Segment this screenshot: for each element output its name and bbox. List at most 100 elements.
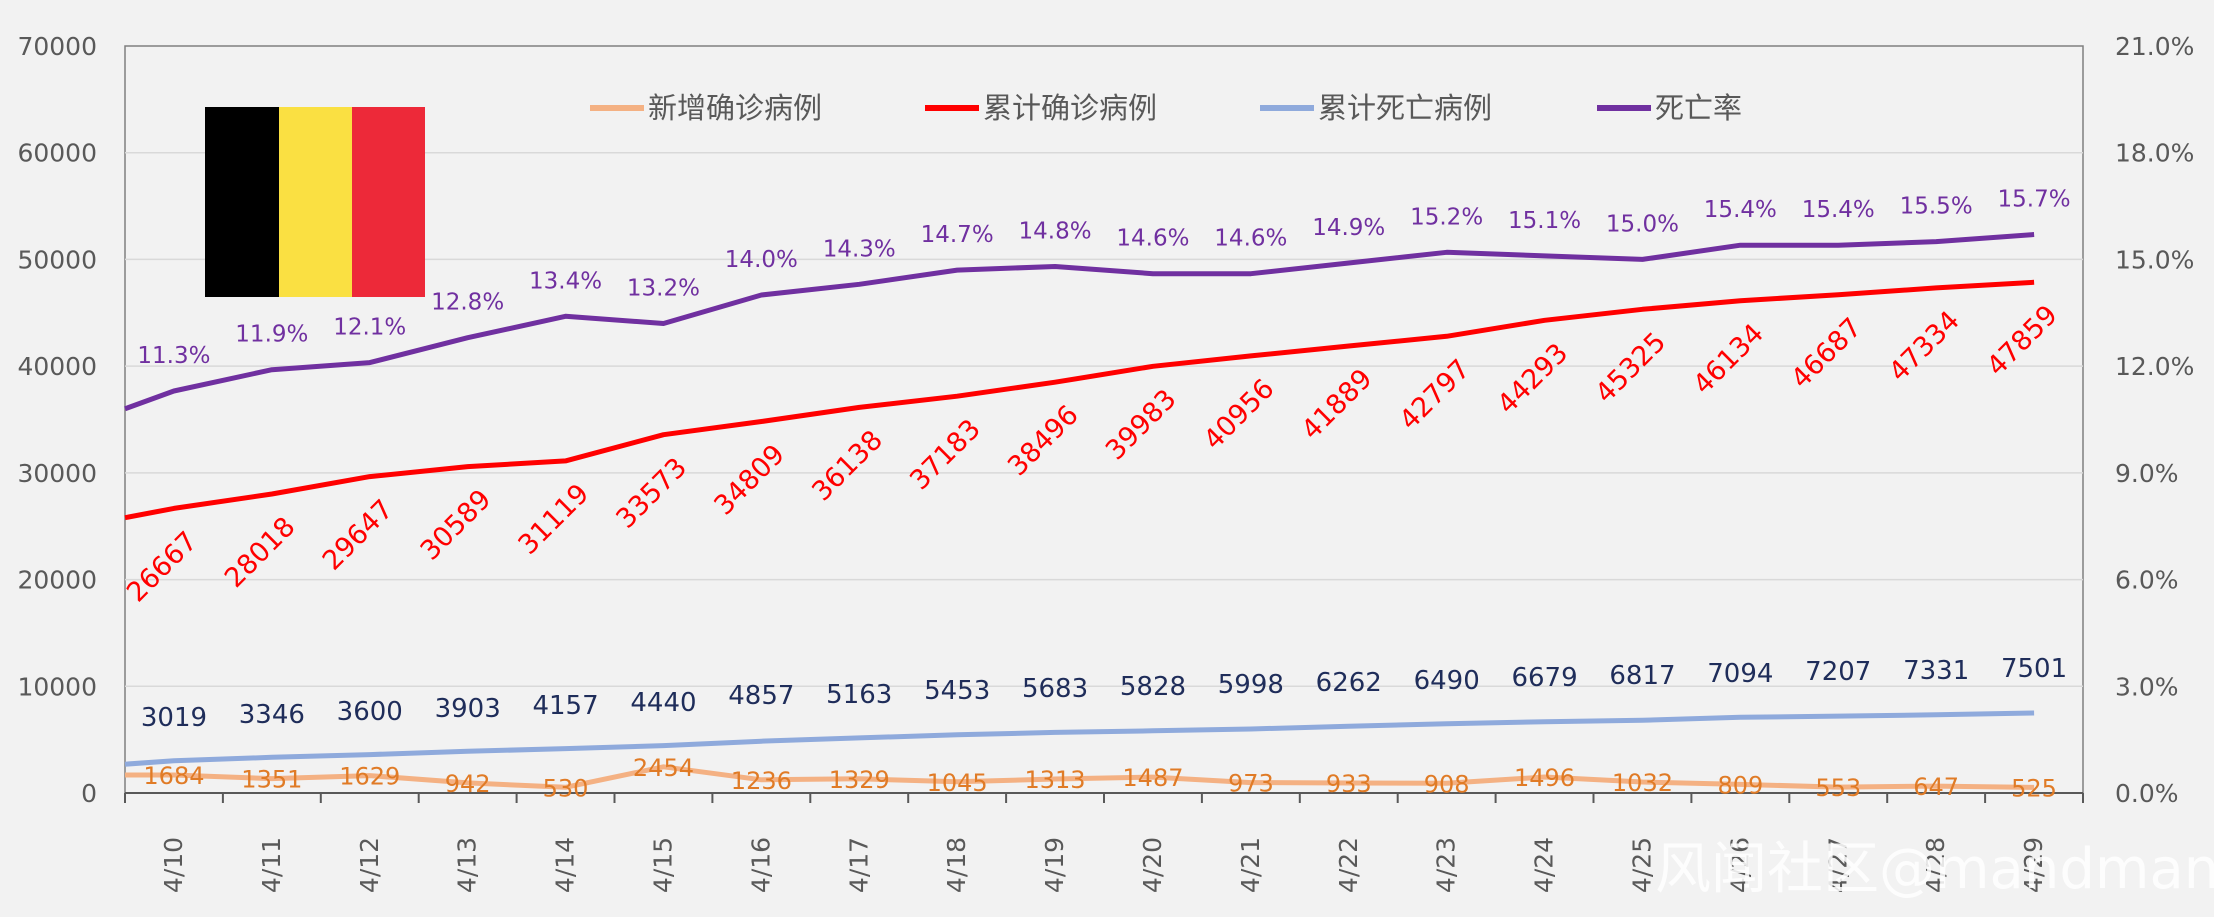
right-tick-label: 0.0% <box>2115 779 2179 808</box>
series-lines <box>124 232 2035 790</box>
death-rate-data-label: 14.7% <box>921 222 994 248</box>
right-tick-label: 15.0% <box>2115 245 2194 274</box>
flag-stripe-black <box>205 107 279 297</box>
death-rate-data-label: 11.9% <box>235 322 308 348</box>
deaths-data-label: 7094 <box>1707 659 1773 689</box>
deaths-data-label: 3346 <box>239 700 305 730</box>
x-tick-label: 4/28 <box>1921 837 1950 893</box>
x-tick-label: 4/16 <box>746 837 775 893</box>
death-rate-data-label: 12.1% <box>333 315 406 341</box>
new-cases-data-label: 1236 <box>731 767 792 795</box>
deaths-data-label: 4440 <box>630 688 696 718</box>
series-line-0 <box>125 764 2035 790</box>
x-tick-label: 4/17 <box>844 837 873 893</box>
new-cases-data-label: 1045 <box>927 769 988 797</box>
new-cases-data-label: 1496 <box>1514 764 1575 792</box>
series-line-1 <box>124 279 2035 521</box>
death-rate-data-label: 13.2% <box>627 275 700 301</box>
death-rate-data-label: 15.5% <box>1900 194 1973 220</box>
new-cases-data-label: 1684 <box>143 762 204 790</box>
x-axis: 4/10 4/11 4/12 4/13 4/14 4/15 4/16 4/17 4/18 4/19… <box>124 792 2084 893</box>
x-tick-label: 4/25 <box>1627 837 1656 893</box>
deaths-data-label: 7501 <box>2001 654 2067 684</box>
deaths-data-label: 5828 <box>1120 672 1186 702</box>
deaths-data-label: 7331 <box>1903 656 1969 686</box>
deaths-data-label: 6262 <box>1316 668 1382 698</box>
x-tick-label: 4/19 <box>1040 837 1069 893</box>
belgium-flag <box>205 107 425 297</box>
right-tick-label: 9.0% <box>2115 459 2179 488</box>
new-cases-data-label: 1629 <box>339 763 400 791</box>
left-tick-label: 70000 <box>17 32 97 61</box>
new-cases-data-label: 908 <box>1424 770 1470 798</box>
death-rate-data-label: 15.7% <box>1998 187 2071 213</box>
legend-label: 累计确诊病例 <box>983 91 1157 125</box>
deaths-data-label: 3903 <box>435 694 501 724</box>
x-tick-label: 4/29 <box>2019 837 2048 893</box>
deaths-data-label: 4157 <box>532 691 598 721</box>
death-rate-data-label: 15.0% <box>1606 211 1679 237</box>
death-rate-data-label: 14.0% <box>725 247 798 273</box>
death-rate-data-label: 15.2% <box>1410 204 1483 230</box>
death-rate-data-label: 15.1% <box>1508 208 1581 234</box>
x-tick-label: 4/26 <box>1725 837 1754 893</box>
deaths-data-label: 6679 <box>1511 663 1577 693</box>
new-cases-data-label: 525 <box>2011 774 2057 802</box>
deaths-data-label: 3019 <box>141 703 207 733</box>
x-tick-label: 4/23 <box>1432 837 1461 893</box>
death-rate-data-label: 15.4% <box>1802 197 1875 223</box>
right-tick-label: 6.0% <box>2115 566 2179 595</box>
flag-stripe-yellow <box>279 107 352 297</box>
left-tick-label: 0 <box>81 779 97 808</box>
x-tick-label: 4/11 <box>257 837 286 893</box>
gridlines <box>125 151 2083 688</box>
deaths-data-label: 4857 <box>728 681 794 711</box>
x-tick-label: 4/22 <box>1334 837 1363 893</box>
x-tick-label: 4/14 <box>551 837 580 893</box>
legend-label: 死亡率 <box>1655 91 1742 125</box>
new-cases-data-label: 942 <box>445 770 491 798</box>
plot-area <box>124 45 2084 794</box>
left-tick-label: 40000 <box>17 352 97 381</box>
x-tick-label: 4/21 <box>1236 837 1265 893</box>
left-tick-label: 60000 <box>17 139 97 168</box>
x-tick-label: 4/27 <box>1823 837 1852 893</box>
new-cases-data-label: 2454 <box>633 754 694 782</box>
new-cases-data-label: 553 <box>1815 774 1861 802</box>
new-cases-data-label: 973 <box>1228 770 1274 798</box>
left-axis: 0 10000 20000 30000 40000 50000 60000 70000 <box>17 32 97 808</box>
new-cases-data-label: 530 <box>543 774 589 802</box>
deaths-data-label: 7207 <box>1805 657 1871 687</box>
left-tick-label: 20000 <box>17 566 97 595</box>
legend-label: 新增确诊病例 <box>648 91 822 125</box>
left-tick-label: 10000 <box>17 672 97 701</box>
death-rate-data-label: 13.4% <box>529 268 602 294</box>
x-tick-label: 4/18 <box>942 837 971 893</box>
series-line-2 <box>124 710 2035 767</box>
x-tick-label: 4/24 <box>1530 837 1559 893</box>
new-cases-data-label: 1351 <box>241 766 302 794</box>
right-tick-label: 18.0% <box>2115 139 2194 168</box>
new-cases-data-label: 1487 <box>1122 764 1183 792</box>
right-tick-label: 21.0% <box>2115 32 2194 61</box>
right-axis: 0.0% 3.0% 6.0% 9.0% 12.0% 15.0% 18.0% 21.0% <box>2115 32 2194 808</box>
new-cases-data-label: 1032 <box>1612 769 1673 797</box>
right-tick-label: 3.0% <box>2115 672 2179 701</box>
legend-label: 累计死亡病例 <box>1318 91 1492 125</box>
death-rate-data-label: 15.4% <box>1704 197 1777 223</box>
new-cases-data-label: 647 <box>1913 773 1959 801</box>
death-rate-data-label: 11.3% <box>137 343 210 369</box>
legend: 新增确诊病例 累计确诊病例 累计死亡病例 死亡率 <box>590 91 1742 125</box>
left-tick-label: 50000 <box>17 245 97 274</box>
series-line-3 <box>124 232 2035 412</box>
death-rate-data-label: 14.6% <box>1116 226 1189 252</box>
x-tick-label: 4/15 <box>648 837 677 893</box>
deaths-data-label: 6490 <box>1414 666 1480 696</box>
deaths-data-label: 5163 <box>826 680 892 710</box>
x-tick-label: 4/12 <box>355 837 384 893</box>
left-tick-label: 30000 <box>17 459 97 488</box>
deaths-data-label: 3600 <box>337 697 403 727</box>
x-tick-label: 4/10 <box>159 837 188 893</box>
watermark: 风闻社区@mandman <box>1655 837 2214 902</box>
